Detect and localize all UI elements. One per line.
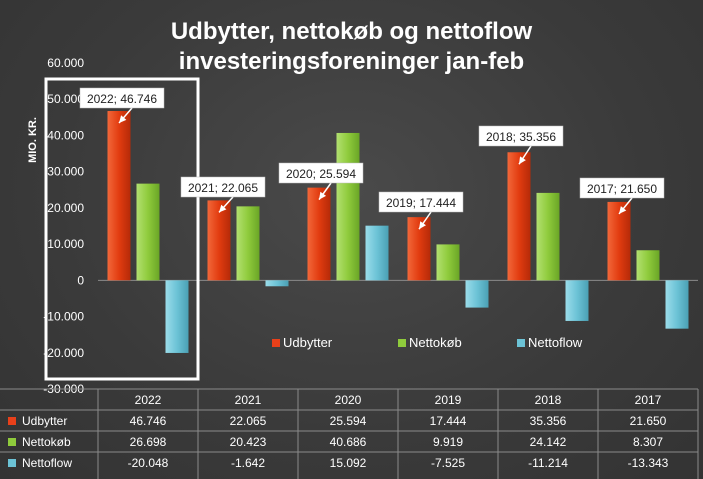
y-tick-label: 40.000 (47, 128, 84, 142)
callout-box (79, 87, 165, 109)
x-category-label: 2021 (235, 393, 262, 407)
legend-label: Nettoflow (528, 335, 583, 350)
table-series-name: Udbytter (22, 414, 67, 428)
table-cell-value: -13.343 (628, 456, 669, 470)
table-series-name: Nettoflow (22, 456, 72, 470)
bar-udbytter-2017 (607, 201, 631, 281)
legend-key-nettoflow (517, 339, 525, 347)
table-cell-value: 35.356 (530, 414, 567, 428)
x-category-label: 2019 (435, 393, 462, 407)
bar-nettoflow-2020 (365, 225, 389, 281)
callout-label: 2018; 35.356 (486, 130, 556, 144)
chart-title-line-2: investeringsforeninger jan-feb (178, 48, 525, 75)
y-tick-label: 30.000 (47, 165, 84, 179)
chart-title-line-1: Udbytter, nettokøb og nettoflow (170, 18, 533, 45)
table-cell-value: 26.698 (130, 435, 167, 449)
callout-arrow-head (119, 115, 127, 124)
bar-nettokøb-2021 (236, 206, 260, 281)
y-axis-label: MIO. KR. (27, 117, 39, 163)
callout-box (579, 177, 665, 199)
callout-arrow-head (219, 204, 227, 213)
callout-label: 2021; 22.065 (188, 181, 258, 195)
table-cell-value: 21.650 (630, 414, 667, 428)
bar-udbytter-2019 (407, 217, 431, 281)
bar-nettokøb-2022 (136, 183, 160, 281)
legend-label: Nettokøb (409, 335, 462, 350)
table-cell-value: 8.307 (633, 435, 663, 449)
legend-key-nettokøb (398, 339, 406, 347)
table-cell-value: 15.092 (330, 456, 367, 470)
table-cell-value: 40.686 (330, 435, 367, 449)
bar-nettokøb-2020 (336, 132, 360, 281)
bar-udbytter-2018 (507, 152, 531, 281)
callout-label: 2020; 25.594 (286, 167, 356, 181)
y-tick-label: 20.000 (47, 201, 84, 215)
bar-nettoflow-2022 (165, 280, 189, 353)
y-tick-label: 50.000 (47, 92, 84, 106)
table-cell-value: 25.594 (330, 414, 367, 428)
bar-nettokøb-2019 (436, 244, 460, 281)
legend-key-udbytter (272, 339, 280, 347)
table-cell-value: 20.423 (230, 435, 267, 449)
y-tick-label: -20.000 (43, 346, 84, 360)
x-category-label: 2020 (335, 393, 362, 407)
callout-arrow-head (419, 221, 426, 230)
y-tick-label: 10.000 (47, 237, 84, 251)
callout-label: 2017; 21.650 (587, 182, 657, 196)
y-tick-label: 60.000 (47, 56, 84, 70)
callout-arrow-head (319, 191, 327, 200)
x-category-label: 2022 (135, 393, 162, 407)
bar-nettoflow-2018 (565, 280, 589, 321)
x-category-label: 2017 (635, 393, 662, 407)
callout-box (378, 191, 464, 213)
table-legend-key-udbytter (8, 417, 16, 425)
table-cell-value: 24.142 (530, 435, 567, 449)
callout-arrow-head (619, 206, 627, 214)
legend-label: Udbytter (283, 335, 333, 350)
table-legend-key-nettoflow (8, 459, 16, 467)
callout-label: 2022; 46.746 (87, 92, 157, 106)
table-legend-key-nettokøb (8, 438, 16, 446)
bar-udbytter-2022 (107, 111, 131, 281)
x-category-label: 2018 (535, 393, 562, 407)
callout-box (478, 125, 564, 147)
table-cell-value: -20.048 (128, 456, 169, 470)
highlight-frame (44, 77, 200, 381)
bar-nettoflow-2017 (665, 280, 689, 329)
bar-udbytter-2020 (307, 187, 331, 281)
table-cell-value: -7.525 (431, 456, 465, 470)
table-cell-value: 9.919 (433, 435, 463, 449)
bar-nettokøb-2017 (636, 250, 660, 281)
callout-label: 2019; 17.444 (386, 196, 456, 210)
table-cell-value: -11.214 (528, 456, 568, 470)
table-cell-value: 46.746 (130, 414, 167, 428)
table-series-name: Nettokøb (22, 435, 71, 449)
bar-nettoflow-2019 (465, 280, 489, 308)
y-tick-label: -10.000 (43, 310, 84, 324)
callout-box (278, 162, 364, 184)
bar-nettokøb-2018 (536, 192, 560, 281)
callout-box (180, 176, 266, 198)
table-cell-value: 22.065 (230, 414, 267, 428)
table-cell-value: -1.642 (231, 456, 265, 470)
bar-udbytter-2021 (207, 200, 231, 281)
bar-nettoflow-2021 (265, 280, 289, 287)
y-tick-label: 0 (77, 273, 84, 287)
callout-arrow-head (519, 156, 526, 165)
table-cell-value: 17.444 (430, 414, 467, 428)
